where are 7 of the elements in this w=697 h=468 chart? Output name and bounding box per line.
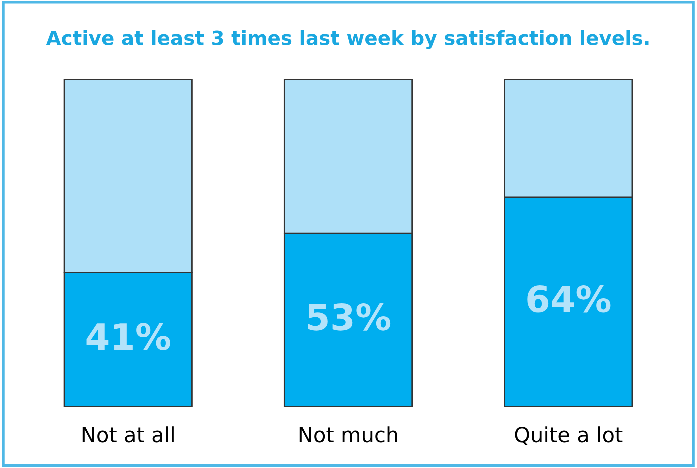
- x-tick-label: Not at all: [82, 426, 174, 443]
- data-label: 53%: [308, 304, 391, 331]
- x-tick-label: Quite a lot: [515, 426, 623, 446]
- chart-title: Active at least 3 times last week by satisfaction levels.: [46, 30, 649, 50]
- data-label: 64%: [528, 285, 611, 313]
- data-label: 41%: [86, 323, 170, 350]
- x-tick-label: Not much: [300, 426, 398, 443]
